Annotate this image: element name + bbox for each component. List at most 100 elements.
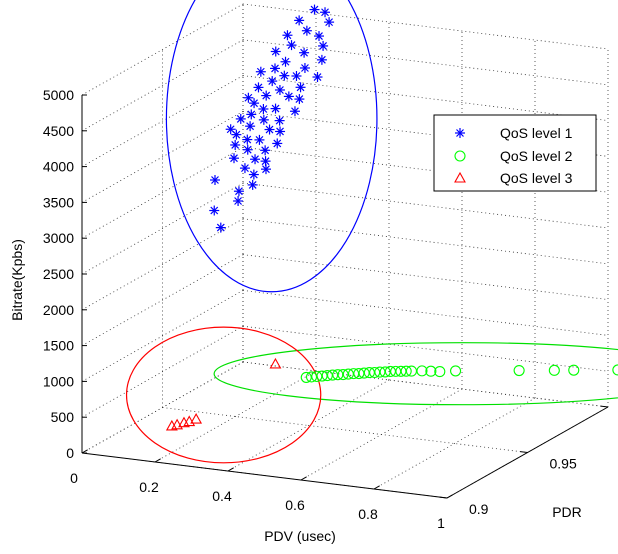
grid-line-floor-x: [154, 370, 317, 463]
z-tick-label: 1000: [43, 373, 74, 389]
marker-asterisk: [230, 139, 241, 150]
marker-asterisk: [280, 56, 291, 67]
marker-circle: [311, 370, 323, 383]
marker-circle: [612, 364, 618, 376]
z-tick-label: 5000: [43, 87, 74, 103]
legend-box: [433, 114, 597, 192]
marker-asterisk: [267, 76, 278, 87]
z-tick-label: 3500: [43, 194, 74, 210]
z-tick-label: 0: [66, 445, 74, 461]
marker-asterisk: [261, 90, 272, 101]
marker-asterisk: [233, 186, 244, 197]
marker-circle: [454, 150, 466, 162]
x-tick-mark: [446, 494, 453, 499]
grid-line-back-z: [242, 325, 609, 372]
marker-asterisk: [250, 154, 261, 165]
marker-asterisk: [210, 175, 220, 185]
y-tick-mark: [520, 451, 528, 453]
legend-label-3: QoS level 3: [500, 170, 573, 186]
legend-label-1: QoS level 1: [500, 125, 573, 141]
cluster-ellipses: [125, 0, 618, 464]
marker-asterisk: [316, 54, 327, 65]
marker-asterisk: [246, 109, 257, 120]
marker-asterisk: [295, 82, 306, 93]
y-tick-label: 0.9: [469, 501, 489, 517]
z-tick-label: 1500: [43, 338, 74, 354]
x-axis-title: PDV (usec): [264, 528, 336, 544]
series-3: [165, 357, 282, 431]
x-axis-line: [81, 452, 448, 499]
cluster-ellipse-3: [125, 326, 322, 464]
grid-line-side-z: [81, 75, 244, 167]
series-2: [300, 364, 618, 383]
marker-asterisk: [272, 138, 283, 149]
y-axis-title: PDR: [552, 504, 582, 520]
grid-line-back-z: [242, 3, 609, 50]
grid-line-back-z: [242, 361, 609, 408]
marker-asterisk: [260, 145, 271, 156]
marker-asterisk: [294, 15, 305, 26]
marker-asterisk: [235, 113, 246, 124]
x-tick-label: 0.6: [285, 497, 305, 513]
marker-circle: [337, 368, 349, 381]
marker-asterisk: [275, 126, 286, 137]
marker-asterisk: [318, 40, 329, 51]
marker-asterisk: [314, 31, 325, 42]
marker-circle: [305, 371, 318, 383]
cluster-ellipse-2: [213, 342, 618, 406]
y-tick-mark: [439, 496, 448, 499]
marker-asterisk: [242, 134, 253, 145]
marker-asterisk: [291, 70, 302, 81]
marker-circle: [548, 364, 560, 376]
z-tick-label: 4500: [43, 123, 74, 139]
marker-triangle: [454, 171, 466, 183]
x-tick-mark: [373, 485, 380, 490]
legend-label-2: QoS level 2: [500, 148, 573, 164]
marker-circle: [568, 364, 580, 376]
marker-circle: [321, 370, 333, 382]
marker-triangle: [190, 412, 203, 424]
marker-asterisk: [299, 47, 310, 58]
z-tick-label: 3000: [43, 230, 74, 246]
marker-asterisk: [239, 163, 250, 174]
y-tick-mark: [600, 405, 609, 408]
grid-line-side-z: [81, 182, 244, 275]
marker-asterisk: [254, 134, 265, 145]
marker-circle: [316, 370, 328, 382]
marker-asterisk: [299, 62, 310, 73]
marker-asterisk: [260, 164, 271, 175]
marker-triangle: [269, 357, 282, 369]
legend-entry-2: QoS level 2: [454, 148, 573, 164]
marker-circle: [513, 364, 525, 377]
marker-asterisk: [245, 121, 256, 132]
marker-asterisk: [301, 25, 312, 36]
series-1: [209, 4, 335, 233]
y-tick-label: 0.95: [550, 456, 577, 472]
marker-asterisk: [264, 124, 275, 135]
marker-asterisk: [231, 129, 242, 140]
grid-line-floor-y: [162, 407, 528, 453]
marker-asterisk: [260, 156, 271, 167]
marker-asterisk: [229, 153, 239, 164]
grid-lines: [81, 3, 609, 499]
legend: QoS level 1 QoS level 2 QoS level 3: [433, 114, 597, 192]
grid-line-side-z: [81, 290, 244, 382]
data-points: [165, 4, 618, 431]
marker-asterisk: [253, 82, 264, 93]
grid-line-floor-x: [373, 397, 536, 490]
legend-entry-1: QoS level 1: [455, 125, 573, 141]
grid-line-back-z: [242, 218, 609, 265]
marker-circle: [425, 365, 437, 377]
axis-titles: PDV (usec) PDR Bitrate(Kpbs): [9, 239, 582, 544]
x-tick-label: 0.2: [139, 479, 159, 495]
grid-line-side-z: [81, 39, 244, 132]
z-tick-label: 2000: [43, 302, 74, 318]
x-tick-mark: [300, 476, 307, 481]
marker-asterisk: [455, 128, 465, 138]
z-tick-label: 2500: [43, 266, 74, 282]
marker-asterisk: [270, 46, 281, 57]
marker-asterisk: [225, 124, 236, 135]
grid-line-back-z: [242, 254, 609, 300]
marker-asterisk: [312, 72, 323, 83]
